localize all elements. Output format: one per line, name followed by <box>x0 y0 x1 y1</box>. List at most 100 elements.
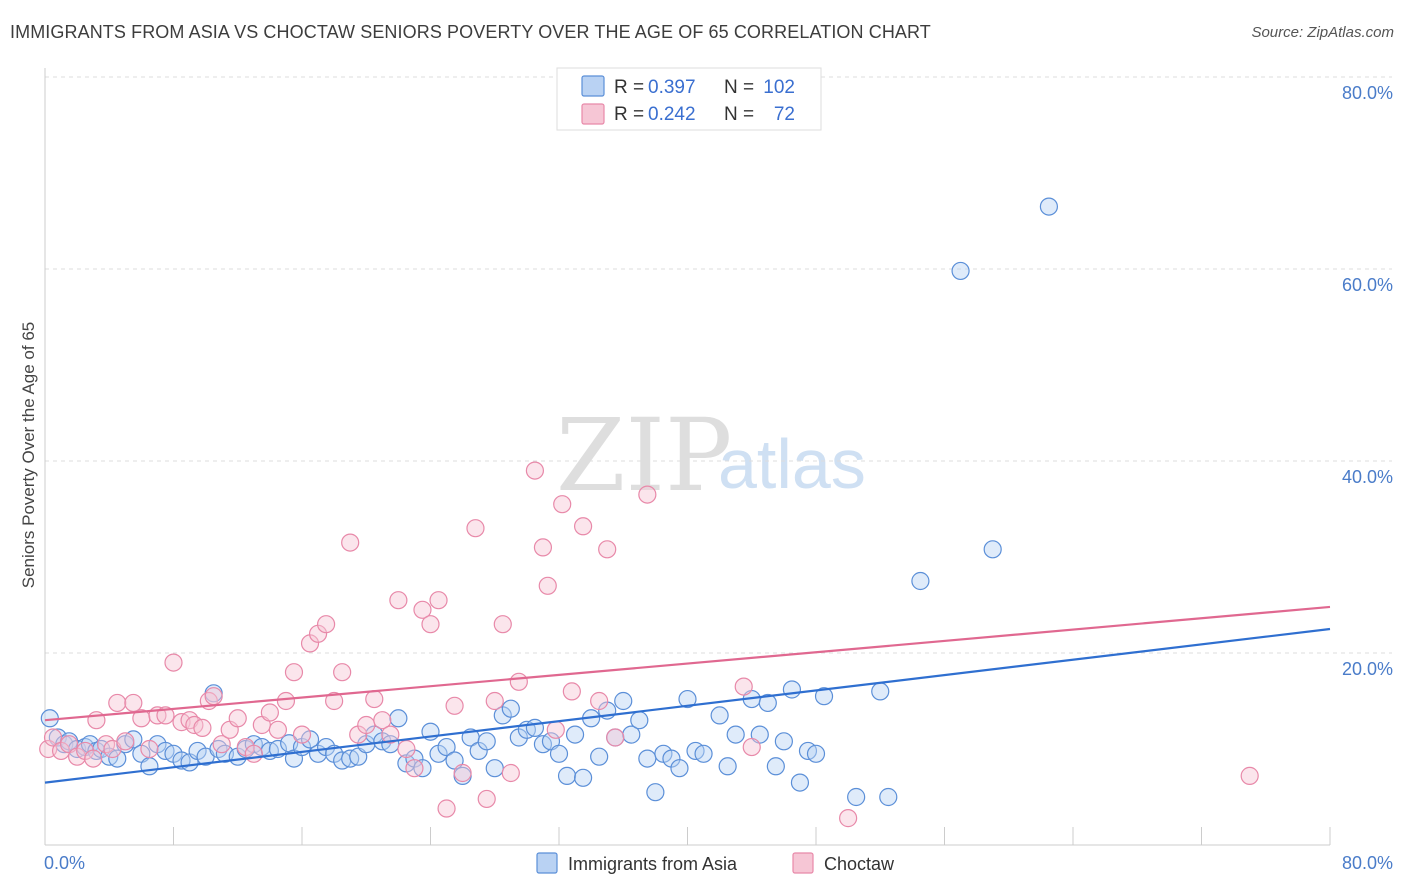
y-tick-label-1: 40.0% <box>1342 467 1393 487</box>
point-choctaw-26 <box>228 709 247 728</box>
legend-n-label-choctaw: N = <box>724 104 754 125</box>
y-tick-label-0: 20.0% <box>1342 659 1393 679</box>
legend-n-value-choctaw: 72 <box>774 104 795 125</box>
point-choctaw-65 <box>553 495 572 514</box>
point-choctaw-38 <box>325 691 344 711</box>
legend-swatch-asia <box>581 75 605 97</box>
point-choctaw-30 <box>260 703 279 722</box>
point-asia-93 <box>790 773 810 792</box>
point-asia-76 <box>638 749 657 768</box>
point-choctaw-71 <box>638 485 657 504</box>
point-asia-62 <box>525 718 545 737</box>
point-choctaw-53 <box>445 696 464 715</box>
point-asia-75 <box>630 711 649 730</box>
point-choctaw-12 <box>124 693 143 713</box>
legend-r-value-asia: 0.397 <box>648 77 696 98</box>
bottom-legend-swatch-choctaw <box>792 852 814 874</box>
x-tick-label-0: 0.0% <box>44 853 85 873</box>
point-choctaw-75 <box>1240 766 1259 785</box>
point-choctaw-43 <box>365 689 384 709</box>
trend-lines <box>44 605 1331 784</box>
point-choctaw-47 <box>397 739 416 759</box>
series-choctaw-points <box>39 461 1259 828</box>
point-asia-77 <box>646 783 665 802</box>
y-tick-label-2: 60.0% <box>1342 275 1393 295</box>
source-credit: Source: ZipAtlas.com <box>1251 24 1394 41</box>
y-tick-label-3: 80.0% <box>1342 83 1393 103</box>
point-choctaw-49 <box>413 600 432 619</box>
point-choctaw-57 <box>485 691 504 711</box>
point-choctaw-73 <box>742 737 761 757</box>
point-choctaw-48 <box>405 759 424 778</box>
point-asia-57 <box>485 759 504 778</box>
legend-r-label-asia: R = <box>614 77 644 98</box>
point-asia-85 <box>718 757 737 776</box>
stats-legend: R = 0.397 N = 102 R = 0.242 N = 72 <box>556 67 822 131</box>
legend-swatch-choctaw <box>581 103 605 125</box>
point-asia-51 <box>437 737 456 757</box>
point-asia-99 <box>879 787 898 807</box>
point-asia-101 <box>951 261 970 281</box>
point-choctaw-37 <box>316 615 336 634</box>
point-choctaw-54 <box>453 763 472 783</box>
point-choctaw-55 <box>466 519 485 538</box>
chart-title: IMMIGRANTS FROM ASIA VS CHOCTAW SENIORS … <box>10 22 931 42</box>
point-choctaw-44 <box>373 711 392 730</box>
point-asia-91 <box>774 732 793 751</box>
point-asia-84 <box>710 706 729 725</box>
point-choctaw-45 <box>381 725 400 744</box>
watermark-zip: ZIP <box>556 397 732 514</box>
point-asia-56 <box>477 732 496 751</box>
point-asia-86 <box>726 725 745 744</box>
point-choctaw-64 <box>546 720 565 739</box>
legend-n-value-asia: 102 <box>763 77 795 98</box>
point-asia-92 <box>782 680 802 699</box>
point-choctaw-70 <box>606 728 625 747</box>
point-choctaw-11 <box>116 732 135 751</box>
point-asia-14 <box>140 757 159 776</box>
point-choctaw-6 <box>84 749 103 768</box>
point-choctaw-67 <box>573 517 593 536</box>
point-asia-67 <box>565 725 585 744</box>
point-asia-65 <box>549 744 569 763</box>
point-choctaw-16 <box>156 706 175 725</box>
bottom-legend-label-asia: Immigrants from Asia <box>568 854 738 874</box>
point-asia-80 <box>670 759 689 778</box>
point-choctaw-61 <box>525 461 545 480</box>
point-choctaw-31 <box>268 720 288 739</box>
point-asia-95 <box>806 744 826 763</box>
point-asia-89 <box>758 693 777 713</box>
point-choctaw-58 <box>493 615 512 634</box>
point-asia-81 <box>678 689 697 709</box>
point-asia-59 <box>501 699 520 718</box>
series-legend: Immigrants from Asia Choctaw <box>536 852 895 874</box>
point-choctaw-52 <box>437 799 456 818</box>
bottom-legend-swatch-asia <box>536 852 558 874</box>
point-choctaw-60 <box>509 672 528 691</box>
legend-r-value-choctaw: 0.242 <box>648 104 696 125</box>
point-choctaw-56 <box>477 789 496 809</box>
point-choctaw-46 <box>389 591 408 610</box>
point-choctaw-62 <box>533 538 553 557</box>
point-asia-70 <box>590 747 609 766</box>
x-tick-label-1: 80.0% <box>1342 853 1393 873</box>
grid-lines <box>45 76 1392 654</box>
point-asia-102 <box>983 540 1002 559</box>
point-choctaw-66 <box>562 682 581 701</box>
point-choctaw-42 <box>357 715 376 735</box>
watermark-atlas: atlas <box>718 425 866 503</box>
y-axis-label: Seniors Poverty Over the Age of 65 <box>19 322 38 588</box>
point-asia-68 <box>573 768 593 787</box>
point-choctaw-63 <box>538 576 557 595</box>
point-choctaw-39 <box>333 663 352 682</box>
trend-line-choctaw <box>44 605 1331 722</box>
point-choctaw-32 <box>276 691 296 711</box>
x-tick-labels: 0.0% 80.0% <box>44 853 1393 873</box>
point-choctaw-74 <box>839 809 858 828</box>
point-choctaw-40 <box>341 533 360 552</box>
axes <box>44 68 1331 846</box>
point-choctaw-33 <box>284 663 304 682</box>
point-choctaw-34 <box>292 725 312 744</box>
point-choctaw-21 <box>193 718 212 737</box>
